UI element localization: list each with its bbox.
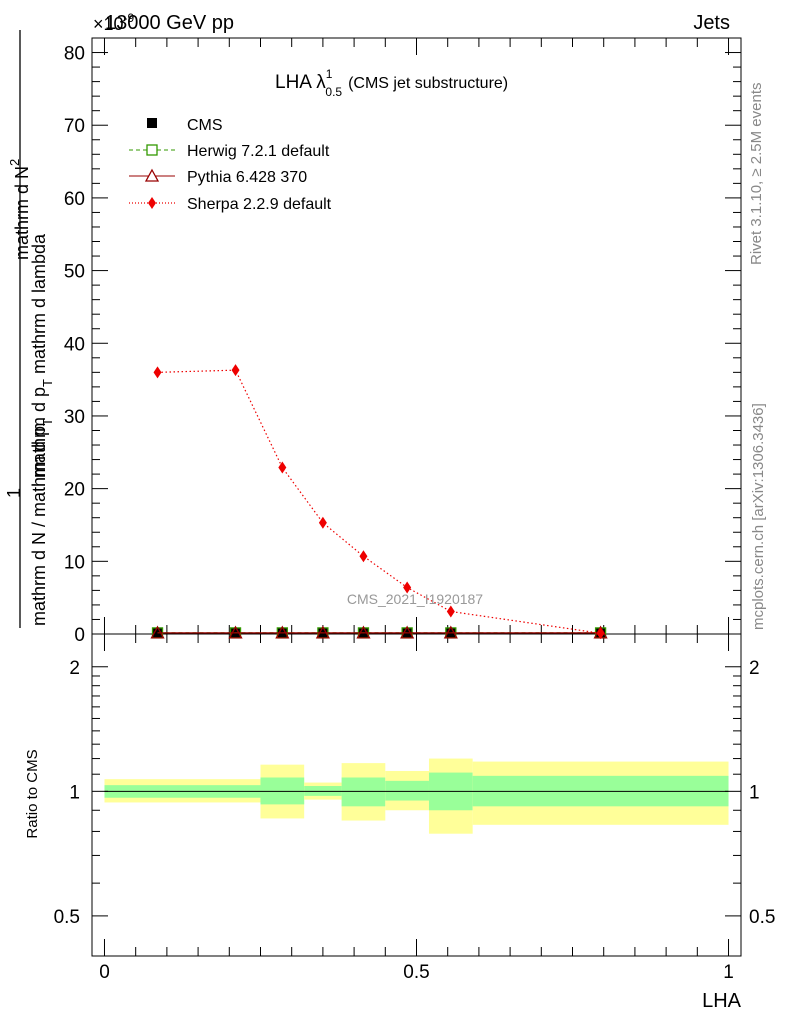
main-y-tick-label: 20 [64, 480, 85, 501]
main-y-tick-label: 60 [64, 189, 85, 210]
main-y-tick-label: 80 [64, 44, 85, 65]
legend-marker-pythia [144, 168, 160, 182]
legend: CMS Herwig 7.2.1 default Pythia 6.428 37… [129, 117, 332, 213]
plot-title-main: LHA λ [275, 72, 326, 93]
legend-label-sherpa: Sherpa 2.2.9 default [187, 196, 332, 213]
legend-marker-cms [147, 118, 157, 128]
sherpa-point [446, 605, 455, 618]
legend-marker-sherpa [148, 197, 156, 209]
main-y-tick-label: 70 [64, 116, 85, 137]
legend-marker-herwig [146, 144, 158, 156]
plot-title: LHA λ1 0.5 (CMS jet substructure) [275, 67, 508, 99]
plot-title-sub: 0.5 [325, 85, 342, 99]
plot-title-sup: 1 [326, 67, 333, 81]
side-text-rivet: Rivet 3.1.10, ≥ 2.5M events [748, 83, 765, 266]
ratio-y-axis: 0.5 0.5 1 1 2 2 [54, 658, 776, 928]
y-label-second-numerator: mathrm d N2 [7, 159, 32, 260]
sherpa-point [318, 516, 327, 529]
x-tick-label: 0 [99, 962, 110, 983]
header-left: 13000 GeV pp [105, 12, 234, 34]
main-y-axis: 0 10 20 30 40 50 60 70 80 [64, 44, 741, 646]
x-tick-label: 0.5 [403, 962, 429, 983]
series-line-3 [157, 369, 601, 634]
ratio-y-tick-label-right: 2 [749, 658, 760, 679]
side-text-mcplots: mcplots.cern.ch [arXiv:1306.3436] [750, 403, 767, 630]
pythia-point [315, 625, 330, 639]
x-axis-label: LHA [702, 990, 742, 1012]
series-layer [150, 364, 608, 640]
pythia-point [228, 625, 243, 639]
exponent-label: ×10-9 [93, 11, 135, 34]
sherpa-point [403, 581, 412, 594]
sherpa-point [231, 364, 240, 377]
legend-label-pythia: Pythia 6.428 370 [187, 169, 307, 186]
y-label-numerator-one: 1 [4, 488, 24, 498]
pythia-point [443, 625, 458, 639]
ratio-uncertainty-bands [104, 758, 729, 834]
ratio-y-label: Ratio to CMS [24, 749, 41, 838]
ratio-band-inner [341, 777, 386, 807]
plot-title-note: (CMS jet substructure) [348, 75, 508, 92]
sherpa-point [596, 627, 605, 640]
pythia-point [150, 625, 165, 639]
ratio-y-tick-label-right: 1 [749, 782, 760, 803]
pythia-point [275, 625, 290, 639]
sherpa-point [359, 550, 368, 563]
x-tick-label: 1 [723, 962, 734, 983]
header-right: Jets [693, 12, 730, 34]
ratio-y-tick-label-right: 0.5 [749, 907, 775, 928]
legend-label-cms: CMS [187, 117, 223, 134]
pythia-point [356, 625, 371, 639]
main-y-label: 1 mathrm d N / mathrm d pT mathrm d N2 m… [4, 30, 55, 628]
watermark: CMS_2021_I1920187 [347, 591, 483, 607]
main-y-tick-label: 40 [64, 334, 85, 355]
pythia-point [400, 625, 415, 639]
main-y-tick-label: 0 [74, 625, 85, 646]
sherpa-point [278, 461, 287, 474]
main-y-tick-label: 10 [64, 552, 85, 573]
main-y-tick-label: 30 [64, 407, 85, 428]
ratio-band-inner [385, 780, 429, 801]
ratio-y-tick-label: 0.5 [54, 907, 80, 928]
y-label-first-denominator: mathrm d N / mathrm d pT [29, 418, 55, 626]
ratio-y-tick-label: 1 [69, 782, 80, 803]
legend-label-herwig: Herwig 7.2.1 default [187, 143, 330, 160]
sherpa-point [153, 366, 162, 379]
x-axis: 0 0.5 1 [99, 38, 734, 983]
y-label-second-denominator: mathrm d pT mathrm d lambda [29, 233, 55, 478]
main-y-tick-label: 50 [64, 262, 85, 283]
ratio-y-tick-label: 2 [69, 658, 80, 679]
